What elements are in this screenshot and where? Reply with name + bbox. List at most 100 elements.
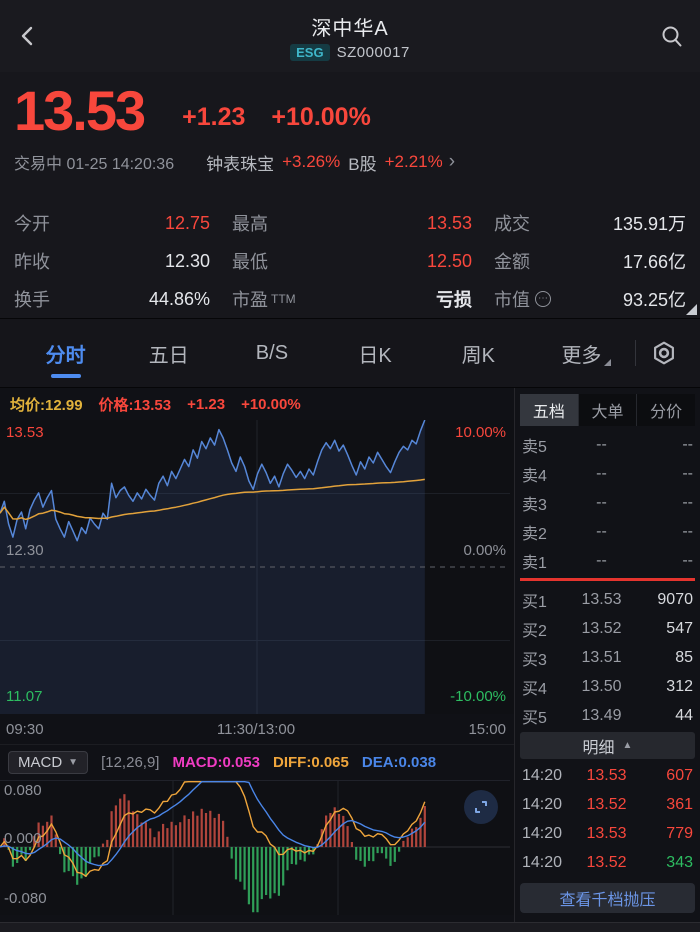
tab-price-dist[interactable]: 分价 bbox=[650, 404, 683, 421]
ask-row-3: 卖3 -- -- bbox=[522, 493, 693, 514]
bid-row-1: 买1 13.53 9070 bbox=[522, 590, 693, 611]
fullscreen-button[interactable] bbox=[464, 790, 498, 824]
chart-column: 均价:12.99 价格:13.53 +1.23 +10.00% 13.53 10… bbox=[0, 388, 514, 922]
title-block: 深中华A ESG SZ000017 bbox=[56, 12, 644, 61]
chevron-left-icon bbox=[21, 26, 33, 46]
prev-close-price-label: 12.30 bbox=[6, 542, 44, 559]
tab-five-levels[interactable]: 五档 bbox=[520, 394, 579, 426]
chart-content: 均价:12.99 价格:13.53 +1.23 +10.00% 13.53 10… bbox=[0, 388, 700, 922]
tick-row: 14:20 13.52 343 bbox=[522, 853, 693, 871]
macd-value-label: MACD:0.053 bbox=[172, 754, 260, 771]
stock-code: SZ000017 bbox=[336, 43, 410, 61]
macd-params: [12,26,9] bbox=[101, 754, 160, 771]
info-icon[interactable]: ⋯ bbox=[535, 291, 551, 307]
industry-link[interactable]: 钟表珠宝 +3.26% B股 +2.21% › bbox=[206, 150, 455, 175]
ask-row-2: 卖2 -- -- bbox=[522, 522, 693, 543]
order-book-panel: 五档 大单 分价 卖5 -- -- 卖4 -- -- 卖3 -- -- 卖2 bbox=[514, 388, 700, 922]
stat-prev-close: 昨收 12.30 bbox=[14, 250, 210, 273]
more-corner-icon bbox=[603, 358, 611, 366]
limit-up-separator bbox=[520, 578, 695, 581]
page-title: 深中华A bbox=[311, 17, 389, 40]
tick-row: 14:20 13.53 779 bbox=[522, 824, 693, 842]
expand-corner-icon[interactable] bbox=[686, 304, 697, 315]
search-button[interactable] bbox=[644, 0, 700, 72]
bid-row-2: 买2 13.52 547 bbox=[522, 619, 693, 640]
y-min-pct-label: -10.00% bbox=[450, 688, 506, 705]
header: 深中华A ESG SZ000017 bbox=[0, 0, 700, 72]
prev-close-pct-label: 0.00% bbox=[463, 542, 506, 559]
indicator-selector[interactable]: MACD ▼ bbox=[8, 751, 89, 774]
price-change: +1.23 bbox=[182, 102, 246, 131]
diff-value-label: DIFF:0.065 bbox=[273, 754, 349, 771]
tick-row: 14:20 13.52 361 bbox=[522, 795, 693, 813]
back-button[interactable] bbox=[0, 0, 56, 72]
intraday-chart-svg bbox=[0, 419, 510, 714]
bottom-divider bbox=[0, 922, 700, 932]
dea-value-label: DEA:0.038 bbox=[361, 754, 437, 771]
related-change: +2.21% bbox=[384, 152, 443, 172]
stat-pe-ttm: 市盈 TTM 亏损 bbox=[232, 290, 472, 310]
view-thousand-levels-button[interactable]: 查看千档抛压 bbox=[520, 883, 695, 913]
y-min-price-label: 11.07 bbox=[6, 688, 43, 705]
status-row: 交易中 01-25 14:20:36 钟表珠宝 +3.26% B股 +2.21%… bbox=[14, 150, 686, 175]
order-book-tabs: 五档 大单 分价 bbox=[520, 394, 695, 426]
chart-tab-bar: 分时 五日 B/S 日K 周K 更多 bbox=[0, 318, 700, 388]
quote-section: 13.53 +1.23 +10.00% 交易中 01-25 14:20:36 钟… bbox=[0, 72, 700, 198]
avg-price-label: 均价:12.99 bbox=[10, 396, 83, 414]
tab-five-day[interactable]: 五日 bbox=[148, 344, 189, 367]
subtitle: ESG SZ000017 bbox=[56, 43, 644, 61]
time-axis: 09:30 11:30/13:00 15:00 bbox=[0, 714, 514, 744]
macd-chart[interactable]: 0.080 0.000 -0.080 bbox=[0, 780, 514, 915]
price-change-pct: +10.00% bbox=[271, 102, 371, 131]
tab-weekly-k[interactable]: 周K bbox=[461, 344, 495, 367]
bid-row-4: 买4 13.50 312 bbox=[522, 677, 693, 698]
intraday-legend: 均价:12.99 价格:13.53 +1.23 +10.00% bbox=[0, 388, 514, 420]
tab-more[interactable]: 更多 bbox=[530, 319, 633, 387]
y-max-pct-label: 10.00% bbox=[455, 424, 506, 441]
macd-y-bottom: -0.080 bbox=[4, 890, 47, 907]
chevron-right-icon: › bbox=[448, 151, 456, 173]
intraday-chart[interactable]: 13.53 10.00% 12.30 0.00% 11.07 -10.00% bbox=[0, 419, 514, 714]
trading-status: 交易中 01-25 14:20:36 bbox=[14, 156, 175, 174]
industry-change: +3.26% bbox=[282, 152, 341, 172]
tick-row: 14:20 13.53 607 bbox=[522, 766, 693, 784]
gear-icon bbox=[654, 341, 674, 365]
triangle-up-icon: ▲ bbox=[622, 740, 633, 751]
time-close: 15:00 bbox=[468, 720, 506, 738]
expand-icon bbox=[475, 801, 487, 813]
related-name: B股 bbox=[348, 154, 377, 174]
ttm-superscript: TTM bbox=[271, 292, 296, 306]
cur-change-label: +1.23 bbox=[187, 395, 226, 413]
stat-turnover-amount: 金额 17.66亿 bbox=[494, 252, 686, 272]
stat-market-cap: 市值 ⋯ 93.25亿 bbox=[494, 290, 686, 310]
stats-grid[interactable]: 今开 12.75 最高 13.53 成交 135.91万 昨收 12.30 最低… bbox=[0, 198, 700, 318]
macd-legend: MACD ▼ [12,26,9] MACD:0.053 DIFF:0.065 D… bbox=[0, 744, 514, 780]
cur-price-label: 价格:13.53 bbox=[98, 396, 172, 414]
tab-bs[interactable]: B/S bbox=[255, 341, 289, 364]
dropdown-triangle-icon: ▼ bbox=[68, 757, 79, 768]
esg-badge[interactable]: ESG bbox=[290, 43, 330, 61]
stat-volume: 成交 135.91万 bbox=[494, 214, 686, 234]
tab-big-orders[interactable]: 大单 bbox=[579, 394, 638, 426]
macd-y-zero: 0.000 bbox=[4, 830, 42, 847]
ask-row-4: 卖4 -- -- bbox=[522, 464, 693, 485]
stat-high: 最高 13.53 bbox=[232, 212, 472, 235]
detail-collapse-bar[interactable]: 明细 ▲ bbox=[520, 732, 695, 759]
stat-open: 今开 12.75 bbox=[14, 212, 210, 235]
time-midday: 11:30/13:00 bbox=[216, 720, 296, 738]
macd-chart-svg bbox=[0, 780, 510, 915]
cur-change-pct-label: +10.00% bbox=[241, 395, 301, 413]
bid-row-5: 买5 13.49 44 bbox=[522, 706, 693, 727]
stat-turnover-rate: 换手 44.86% bbox=[14, 288, 210, 311]
time-open: 09:30 bbox=[6, 720, 44, 738]
ask-row-1: 卖1 -- -- bbox=[522, 551, 693, 572]
search-icon bbox=[662, 26, 682, 47]
macd-y-top: 0.080 bbox=[4, 782, 42, 799]
industry-name: 钟表珠宝 bbox=[206, 154, 275, 174]
price-row: 13.53 +1.23 +10.00% bbox=[14, 81, 686, 141]
chart-settings-button[interactable] bbox=[642, 340, 686, 366]
tab-daily-k[interactable]: 日K bbox=[358, 344, 392, 367]
y-max-price-label: 13.53 bbox=[6, 424, 44, 441]
tab-intraday[interactable]: 分时 bbox=[14, 319, 117, 387]
